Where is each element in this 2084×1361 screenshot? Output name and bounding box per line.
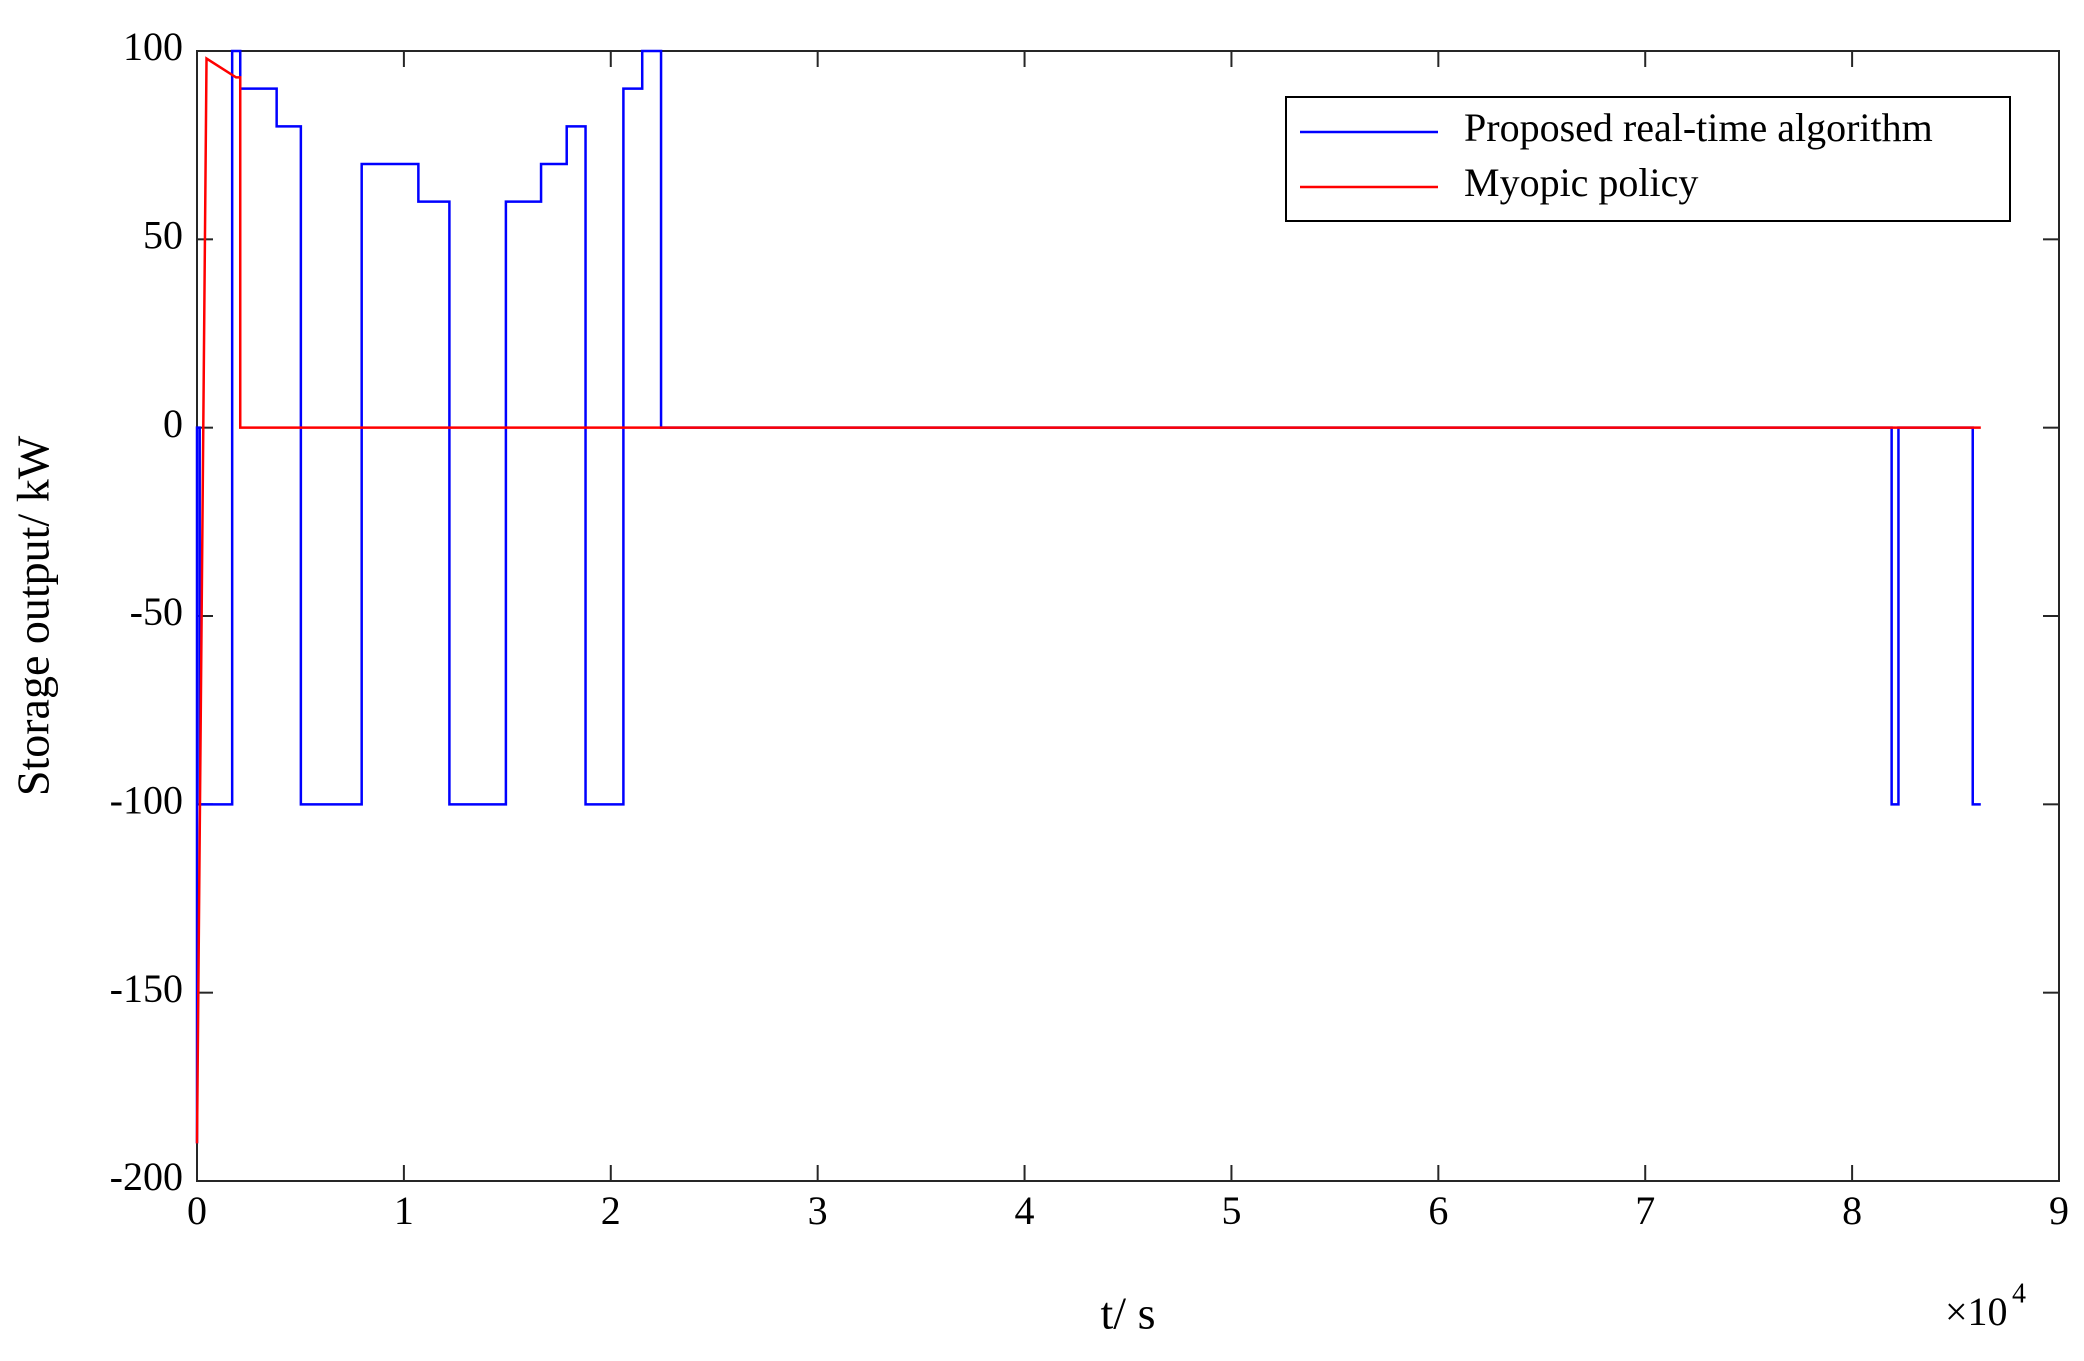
y-tick-label: -50 (130, 589, 183, 634)
x-axis-label: t/ s (1101, 1288, 1156, 1339)
series-line (195, 56, 1981, 1144)
legend-label: Myopic policy (1464, 160, 1698, 205)
x-tick-label: 8 (1842, 1188, 1862, 1233)
x-tick-label: 6 (1428, 1188, 1448, 1233)
y-tick-label: -200 (110, 1154, 183, 1199)
x-tick-label: 0 (187, 1188, 207, 1233)
y-tick-label: -150 (110, 966, 183, 1011)
x-tick-label: 2 (601, 1188, 621, 1233)
x-tick-label: 3 (808, 1188, 828, 1233)
x-tick-label: 9 (2049, 1188, 2069, 1233)
x-tick-label: 5 (1221, 1188, 1241, 1233)
x-multiplier-exponent: 4 (2012, 1278, 2026, 1309)
y-tick-label: 100 (123, 24, 183, 69)
y-tick-label: -100 (110, 778, 183, 823)
x-tick-label: 4 (1015, 1188, 1035, 1233)
y-tick-label: 0 (163, 401, 183, 446)
x-tick-label: 1 (394, 1188, 414, 1233)
legend-label: Proposed real-time algorithm (1464, 105, 1933, 150)
x-tick-label: 7 (1635, 1188, 1655, 1233)
x-multiplier: ×10 (1945, 1289, 2008, 1334)
legend-box (1285, 96, 2011, 222)
y-tick-label: 50 (143, 213, 183, 258)
y-axis-label: Storage output/ kW (8, 435, 59, 796)
